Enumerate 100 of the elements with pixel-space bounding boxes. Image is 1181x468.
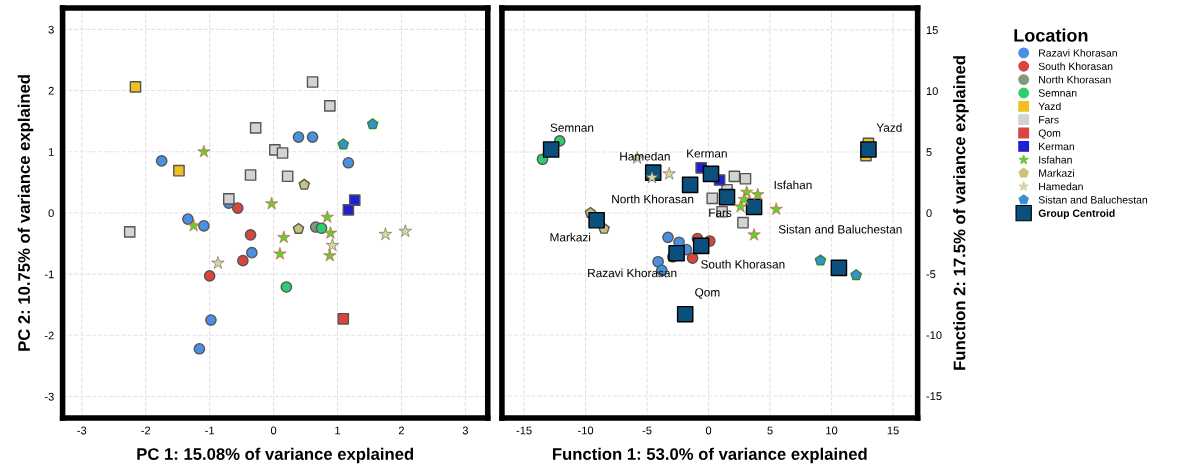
y-axis-title: Function 2: 17.5% of variance explained: [953, 56, 969, 370]
point: [692, 237, 710, 255]
x-tick-label: 3: [462, 426, 468, 435]
y-tick-label: 10: [926, 87, 938, 96]
y-tick-label: -2: [44, 331, 54, 340]
point: [298, 178, 311, 190]
point: [198, 219, 210, 232]
y-tick-label: 0: [926, 209, 932, 218]
point: [366, 118, 379, 130]
point: [737, 216, 749, 229]
point: [315, 222, 328, 235]
legend-label: Kerman: [1039, 142, 1075, 151]
point: [281, 170, 294, 183]
point: [706, 192, 719, 205]
point: [244, 169, 257, 181]
legend-label: Hamedan: [1039, 182, 1083, 191]
legend-label: Razavi Khorasan: [1039, 49, 1117, 57]
point: [739, 172, 752, 185]
point: [542, 141, 560, 158]
x-tick-label: 15: [887, 426, 899, 435]
legend-label: North Khorasan: [1039, 75, 1111, 84]
point: [668, 244, 685, 262]
y-tick-label: 2: [48, 86, 54, 95]
point: [702, 165, 720, 183]
point: [718, 188, 736, 206]
point: [814, 254, 827, 266]
y-tick-label: 0: [48, 209, 54, 218]
point: [830, 259, 848, 277]
legend-label: Yazd: [1038, 102, 1061, 111]
legend-label: Sistan and Baluchestan: [1038, 195, 1148, 204]
x-tick-label: 0: [270, 426, 277, 435]
point: [860, 141, 877, 158]
point: [306, 76, 319, 88]
x-tick-label: -5: [642, 426, 652, 435]
x-tick-label: -2: [141, 426, 151, 435]
y-tick-label: 15: [926, 26, 938, 35]
point: [323, 100, 336, 112]
point: [306, 131, 319, 143]
x-tick-label: 10: [826, 426, 838, 435]
point: [249, 122, 262, 134]
point: [203, 270, 216, 282]
point: [588, 211, 605, 229]
point: [652, 255, 664, 268]
annotation: Hamedan: [620, 151, 670, 161]
point: [155, 155, 168, 167]
x-tick-label: 1: [335, 426, 341, 435]
point: [222, 193, 235, 205]
point: [676, 305, 694, 323]
point: [205, 314, 217, 326]
x-axis-title: Function 1: 53.0% of variance explained: [552, 447, 867, 464]
point: [182, 213, 194, 225]
point: [129, 81, 142, 93]
y-tick-label: -1: [44, 270, 54, 279]
legend-label: Semnan: [1038, 89, 1077, 97]
point: [337, 312, 350, 325]
point: [681, 176, 699, 194]
y-axis-title: PC 2: 10.75% of variance explained: [17, 75, 34, 351]
point: [244, 229, 257, 241]
y-tick-label: -3: [44, 392, 54, 401]
annotation: North Khorasan: [612, 194, 694, 204]
x-axis-title: PC 1: 15.08% of variance explained: [137, 447, 414, 464]
y-tick-label: -15: [926, 392, 942, 401]
annotation: Markazi: [550, 232, 591, 242]
x-tick-label: -10: [578, 426, 594, 435]
x-tick-label: 2: [398, 426, 404, 435]
annotation: Kerman: [687, 149, 727, 158]
x-tick-label: 5: [767, 426, 773, 435]
point: [348, 194, 361, 206]
point: [337, 138, 350, 150]
legend-label: Isfahan: [1039, 155, 1072, 164]
point: [280, 281, 293, 293]
point: [292, 131, 305, 143]
point: [342, 204, 355, 216]
point: [245, 246, 258, 259]
x-tick-label: -1: [205, 426, 215, 435]
y-tick-label: -5: [926, 270, 936, 279]
legend-label: Markazi: [1039, 169, 1075, 177]
point: [173, 164, 185, 177]
point: [728, 170, 741, 183]
annotation: Qom: [695, 288, 720, 299]
annotation: Yazd: [876, 123, 902, 132]
legend-title: Location: [1014, 28, 1088, 42]
annotation: Semnan: [550, 123, 594, 132]
point: [686, 252, 699, 264]
point: [123, 226, 136, 238]
y-tick-label: 5: [926, 148, 932, 157]
point: [850, 269, 862, 281]
legend-label: Qom: [1038, 129, 1061, 139]
annotation: Isfahan: [774, 180, 812, 190]
point: [292, 222, 305, 234]
legend-label: Group Centroid: [1038, 209, 1115, 219]
x-tick-label: -15: [516, 426, 532, 435]
y-tick-label: 1: [48, 148, 54, 156]
point: [342, 156, 355, 169]
point: [276, 147, 289, 159]
y-tick-label: -10: [926, 331, 942, 340]
x-tick-label: -3: [77, 426, 87, 435]
point: [193, 342, 206, 355]
legend-label: South Khorasan: [1038, 62, 1113, 71]
legend-label: Fars: [1039, 116, 1059, 124]
